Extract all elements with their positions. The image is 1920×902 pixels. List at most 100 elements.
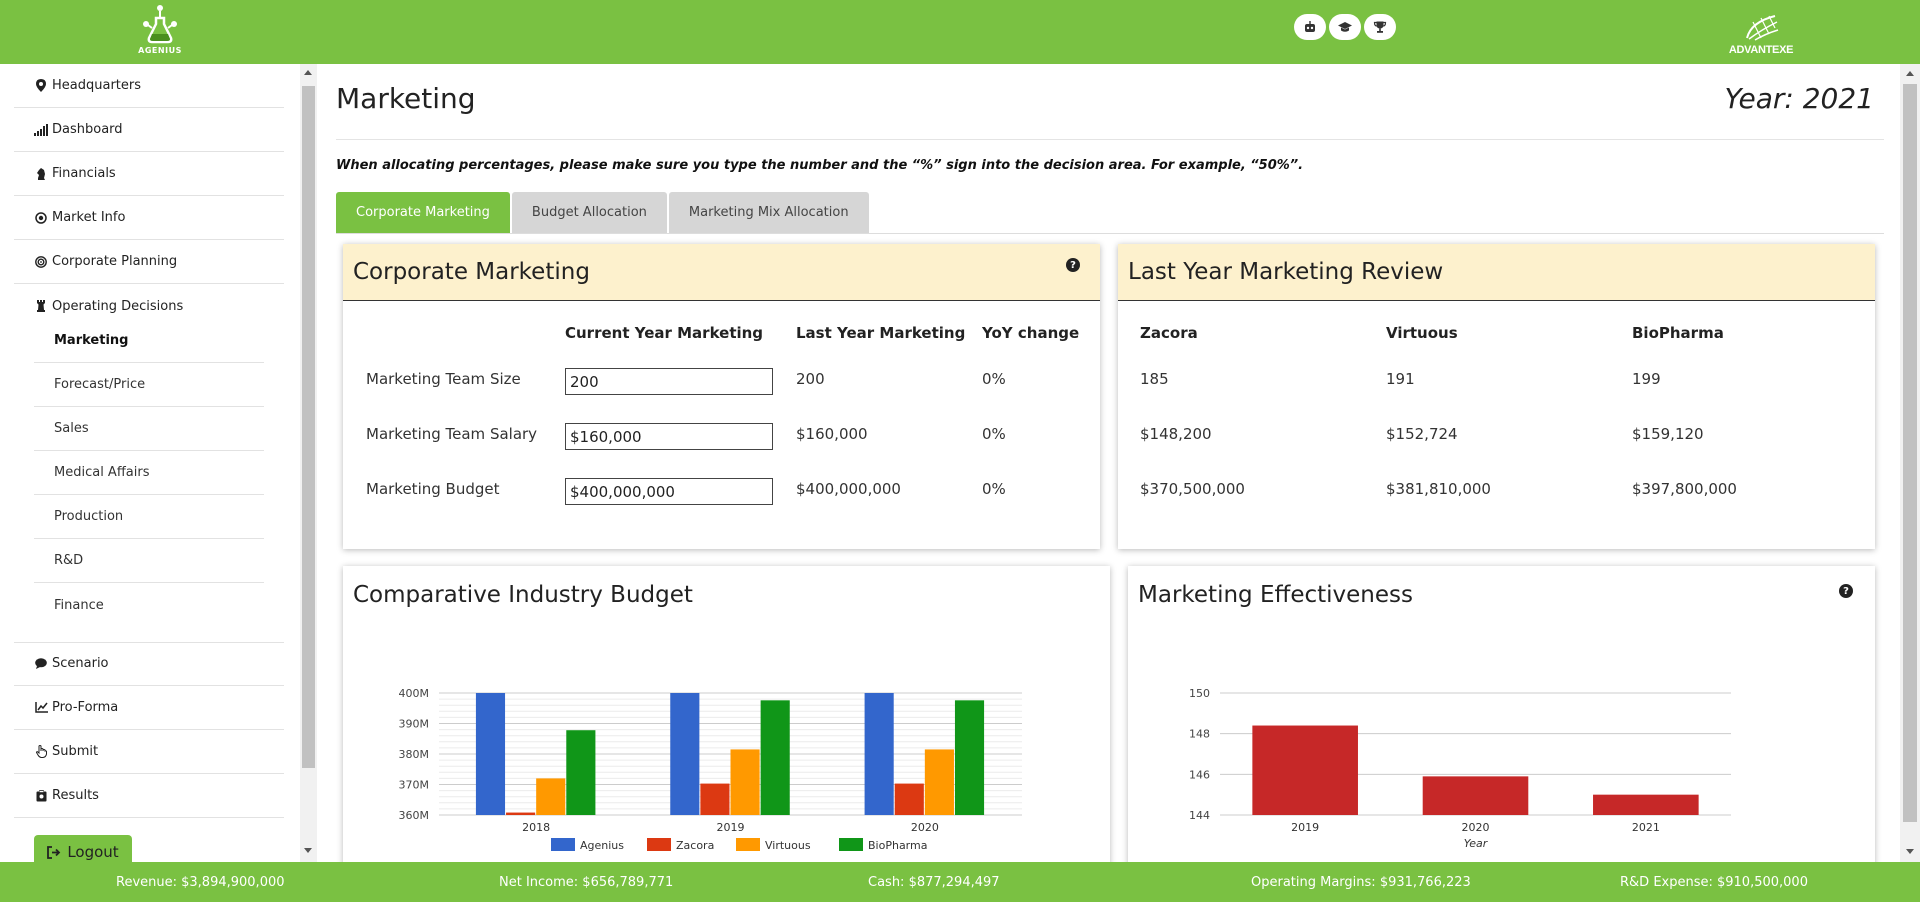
sidebar-item-market-info[interactable]: Market Info (14, 196, 284, 240)
sidebar-item-scenario[interactable]: Scenario (14, 642, 284, 686)
bar-2018-virtuous (536, 778, 566, 815)
review-cell: $381,810,000 (1386, 480, 1491, 498)
bar-2018-zacora (506, 812, 536, 815)
tab-underline (336, 233, 1884, 234)
title-divider (336, 139, 1884, 140)
bar-2018-agenius (475, 693, 506, 815)
sidebar-item-label: Results (52, 788, 99, 803)
footer-rd-expense: R&D Expense: $910,500,000 (1620, 875, 1808, 890)
flask-logo-icon (143, 5, 177, 44)
legend-label: BioPharma (868, 839, 927, 852)
x-axis-label: Year (1464, 837, 1489, 850)
sidebar-item-pro-forma[interactable]: Pro-Forma (14, 686, 284, 730)
last-year-team-salary: $160,000 (796, 425, 868, 443)
advantexe-logo[interactable]: ADVANTEXE (1726, 12, 1796, 56)
sidebar-subitem-rd[interactable]: R&D (34, 539, 264, 583)
sidebar-scrollbar-thumb[interactable] (302, 86, 315, 768)
tab-marketing-mix-allocation[interactable]: Marketing Mix Allocation (668, 192, 869, 233)
last-year-budget: $400,000,000 (796, 480, 901, 498)
logout-label: Logout (67, 843, 119, 861)
y-tick-label: 370M (399, 779, 430, 792)
sidebar-subitem-marketing[interactable]: Marketing (34, 319, 264, 363)
sidebar-item-results[interactable]: Results (14, 774, 284, 818)
footer-cash: Cash: $877,294,497 (868, 875, 1000, 890)
graduation-cap-icon[interactable] (1329, 14, 1361, 40)
sidebar-subitem-forecast-price[interactable]: Forecast/Price (34, 363, 264, 407)
bar-2019-zacora (700, 783, 730, 815)
map-pin-icon (34, 79, 48, 92)
sidebar-subitem-medical-affairs[interactable]: Medical Affairs (34, 451, 264, 495)
last-year-team-size: 200 (796, 370, 825, 388)
sidebar-subitem-finance[interactable]: Finance (34, 583, 264, 627)
main-scrollbar[interactable] (1900, 64, 1920, 862)
comment-icon (34, 658, 48, 669)
agenius-logo-text: AGENIUS (138, 46, 182, 55)
advantexe-logo-text: ADVANTEXE (1728, 44, 1794, 56)
trophy-icon[interactable] (1364, 14, 1396, 40)
bar-2019-virtuous (730, 749, 760, 815)
sidebar-item-label: Financials (52, 166, 116, 181)
agenius-logo[interactable]: AGENIUS (136, 4, 184, 62)
robot-icon[interactable] (1294, 14, 1326, 40)
x-tick-label: 2020 (911, 821, 939, 834)
sidebar-subitem-sales[interactable]: Sales (34, 407, 264, 451)
marketing-budget-input[interactable] (565, 478, 773, 505)
y-tick-label: 146 (1189, 768, 1210, 781)
dot-circle-icon (34, 211, 48, 224)
sidebar-item-label: Submit (52, 744, 99, 759)
bar-2018-biopharma (566, 730, 596, 815)
logout-button[interactable]: Logout (34, 835, 132, 862)
sidebar-item-label: Pro-Forma (52, 700, 119, 715)
sidebar-item-corporate-planning[interactable]: Corporate Planning (14, 240, 284, 284)
legend-swatch (736, 838, 760, 851)
sidebar-item-operating-decisions[interactable]: Operating Decisions (14, 284, 284, 328)
scroll-up-arrow-icon[interactable] (304, 70, 312, 75)
marketing-review-card: Last Year Marketing Review Zacora Virtuo… (1118, 244, 1875, 549)
card-title: Last Year Marketing Review (1128, 259, 1444, 285)
footer-summary-bar: Revenue: $3,894,900,000 Net Income: $656… (0, 862, 1920, 902)
legend-label: Zacora (676, 839, 714, 852)
sidebar-subitem-production[interactable]: Production (34, 495, 264, 539)
scroll-up-arrow-icon[interactable] (1906, 71, 1914, 76)
review-cell: $159,120 (1632, 425, 1704, 443)
sidebar-subitem-label: Medical Affairs (54, 465, 150, 480)
column-header-biopharma: BioPharma (1632, 324, 1724, 342)
sidebar-scrollbar[interactable] (300, 64, 317, 862)
help-question-icon[interactable]: ? (1839, 584, 1853, 598)
industry-budget-card: Comparative Industry Budget 360M 370M 380M… (343, 566, 1110, 862)
help-question-icon[interactable]: ? (1066, 258, 1080, 272)
sidebar-item-headquarters[interactable]: Headquarters (14, 64, 284, 108)
scroll-down-arrow-icon[interactable] (1906, 849, 1914, 854)
main-scrollbar-thumb[interactable] (1903, 84, 1917, 822)
bar-2019 (1252, 725, 1358, 815)
scroll-down-arrow-icon[interactable] (304, 848, 312, 853)
y-tick-label: 150 (1189, 687, 1210, 700)
sidebar-item-label: Operating Decisions (52, 298, 184, 314)
yoy-team-size: 0% (982, 370, 1006, 388)
tab-corporate-marketing[interactable]: Corporate Marketing (336, 192, 510, 233)
column-header-virtuous: Virtuous (1386, 324, 1458, 342)
sidebar-item-label: Headquarters (52, 78, 142, 93)
tab-budget-allocation[interactable]: Budget Allocation (511, 192, 667, 233)
industry-budget-chart: 360M 370M 380M 390M 400M 2018 2019 2020 Agenius Z… (399, 687, 1022, 852)
team-salary-input[interactable] (565, 423, 773, 450)
advantexe-globe-icon (1746, 15, 1779, 41)
review-cell: $397,800,000 (1632, 480, 1737, 498)
team-size-input[interactable] (565, 368, 773, 395)
review-cell: 191 (1386, 370, 1415, 388)
sidebar-subitem-label: Forecast/Price (54, 377, 146, 392)
y-tick-label: 380M (399, 748, 430, 761)
top-icon-group (1294, 14, 1396, 40)
y-tick-label: 360M (399, 809, 430, 822)
review-cell: $152,724 (1386, 425, 1458, 443)
sidebar-item-financials[interactable]: Financials (14, 152, 284, 196)
sidebar-subitem-label: Sales (54, 421, 89, 436)
bullseye-icon (34, 255, 48, 268)
bar-2019-biopharma (760, 700, 790, 815)
marketing-effectiveness-title: Marketing Effectiveness (1138, 581, 1413, 608)
sidebar-item-label: Scenario (52, 656, 109, 671)
x-tick-label: 2018 (522, 821, 550, 834)
sidebar-item-dashboard[interactable]: Dashboard (14, 108, 284, 152)
yoy-team-salary: 0% (982, 425, 1006, 443)
sidebar-item-submit[interactable]: Submit (14, 730, 284, 774)
